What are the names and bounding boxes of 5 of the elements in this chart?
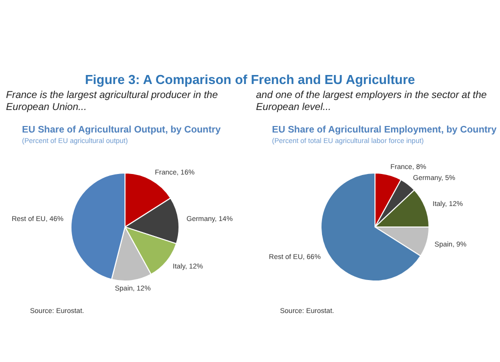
caption: Figure 3: A Comparison of French and EU Agriculture: [84, 72, 416, 87]
chart-title: EU Share of Agricultural Output, by Country: [22, 124, 222, 136]
chart-title: EU Share of Agricultural Employment, by Country: [272, 124, 498, 136]
text: and one of the largest employers in the sector at the European level...: [255, 90, 488, 115]
text: France is the largest agricultural producer in the European Union...: [5, 90, 219, 115]
